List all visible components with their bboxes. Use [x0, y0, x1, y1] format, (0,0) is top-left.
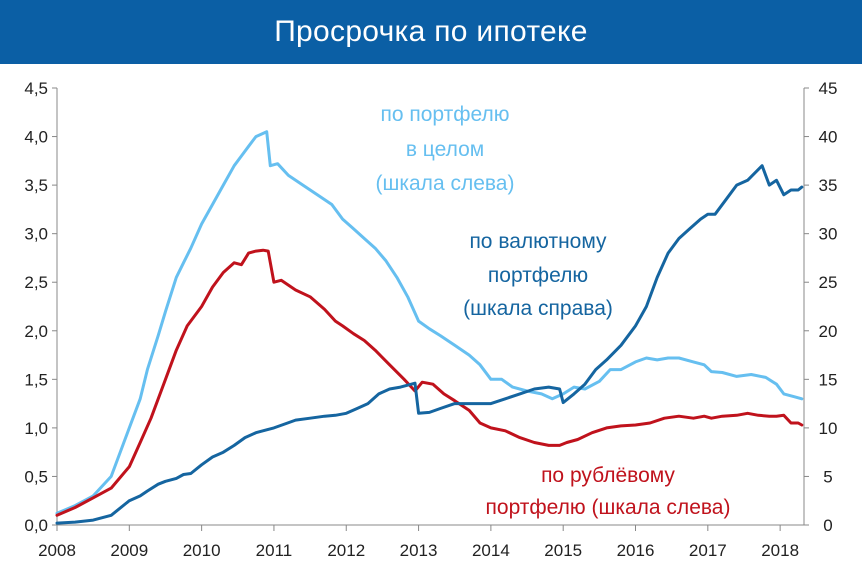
x-tick-label: 2013 — [400, 541, 438, 560]
x-tick-label: 2010 — [183, 541, 221, 560]
x-tick-label: 2009 — [110, 541, 148, 560]
x-tick-label: 2012 — [327, 541, 365, 560]
y-left-tick-label: 2,5 — [24, 273, 48, 292]
x-tick-label: 2008 — [38, 541, 76, 560]
series-line-total — [55, 130, 804, 515]
y-right-tick-label: 25 — [819, 273, 838, 292]
axes: 0,0 0,5 1,0 1,5 2,0 2,5 3,0 3,5 4,0 4,5 0 5 10 15 20 25… — [24, 79, 837, 560]
y-left-tick-label: 4,5 — [24, 79, 48, 98]
annotation-fx-line: (шкала справа) — [463, 297, 613, 320]
annotations: по портфелю в целом (шкала слева) по валютн… — [376, 103, 731, 519]
y-right-tick-label: 15 — [819, 370, 838, 389]
annotation-fx-line: по валютному — [469, 230, 607, 253]
series-line-rub — [55, 248, 804, 517]
x-tick-label: 2016 — [617, 541, 655, 560]
annotation-total-line: (шкала слева) — [376, 172, 515, 195]
annotation-rub-line: по рублёвому — [541, 464, 675, 487]
y-left-tick-label: 0,0 — [24, 516, 48, 535]
y-left-tick-label: 0,5 — [24, 467, 48, 486]
x-tick-label: 2014 — [472, 541, 510, 560]
annotation-fx-line: портфелю — [488, 264, 588, 287]
y-right-tick-label: 40 — [819, 128, 838, 147]
series-line-fx — [55, 164, 804, 525]
y-right-tick-label: 30 — [819, 225, 838, 244]
annotation-rub-line: портфелю (шкала слева) — [486, 496, 731, 519]
y-right-tick-label: 5 — [823, 467, 832, 486]
y-right-tick-label: 10 — [819, 419, 838, 438]
y-right-tick-label: 45 — [819, 79, 838, 98]
y-left-tick-label: 1,0 — [24, 419, 48, 438]
y-left-tick-label: 4,0 — [24, 128, 48, 147]
y-left-tick-label: 2,0 — [24, 322, 48, 341]
series-lines — [55, 130, 804, 525]
y-right-tick-label: 20 — [819, 322, 838, 341]
x-tick-label: 2017 — [689, 541, 727, 560]
annotation-total-line: по портфелю — [380, 103, 509, 126]
x-tick-label: 2015 — [544, 541, 582, 560]
y-right-tick-label: 0 — [823, 516, 832, 535]
title-bar: Просрочка по ипотеке — [0, 0, 862, 64]
y-left-tick-label: 3,5 — [24, 176, 48, 195]
x-tick-label: 2011 — [256, 541, 293, 560]
annotation-total-line: в целом — [406, 138, 484, 161]
y-right-tick-label: 35 — [819, 176, 838, 195]
y-left-tick-label: 3,0 — [24, 225, 48, 244]
chart-title: Просрочка по ипотеке — [274, 15, 588, 48]
chart: 0,0 0,5 1,0 1,5 2,0 2,5 3,0 3,5 4,0 4,5 0 5 10 15 20 25… — [24, 79, 837, 560]
x-tick-label: 2018 — [761, 541, 799, 560]
y-left-tick-label: 1,5 — [24, 370, 48, 389]
